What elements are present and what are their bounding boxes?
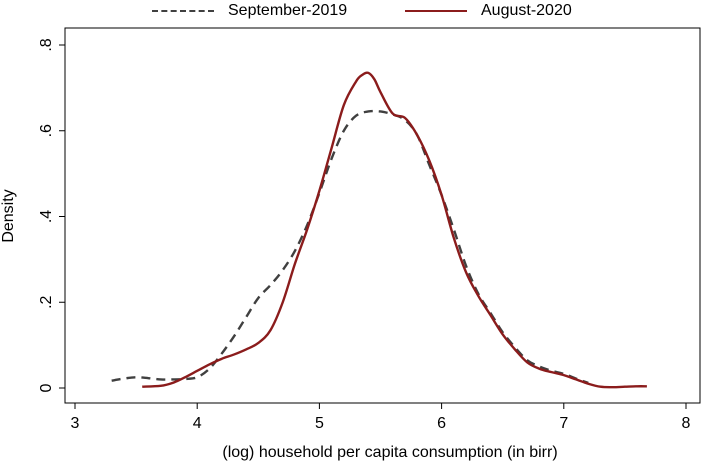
plot-frame	[64, 27, 701, 404]
legend-swatch-dashed	[152, 10, 214, 12]
x-tick-label: 4	[193, 415, 202, 432]
y-tick-label: .6	[38, 124, 55, 137]
y-tick-label: .8	[38, 38, 55, 51]
legend-item-august-2020: August-2020	[405, 0, 572, 22]
x-tick-label: 6	[437, 415, 446, 432]
legend-label: August-2020	[481, 2, 572, 19]
series-line-august-2020	[142, 71, 647, 389]
x-tick-label: 3	[71, 415, 80, 432]
x-tick-label: 5	[315, 415, 324, 432]
y-axis-title: Density	[0, 189, 17, 243]
legend-label: September-2019	[228, 2, 348, 19]
y-tick-label: 0	[38, 383, 55, 392]
x-tick-label: 8	[682, 415, 691, 432]
legend-swatch-solid	[405, 10, 467, 12]
x-tick-label: 7	[559, 415, 568, 432]
x-axis-title: (log) household per capita consumption (…	[222, 444, 558, 461]
y-tick-label: .2	[38, 295, 55, 308]
series-line-september-2019	[111, 109, 589, 384]
y-tick-label: .4	[38, 210, 55, 223]
legend-item-september-2019: September-2019	[152, 0, 347, 22]
